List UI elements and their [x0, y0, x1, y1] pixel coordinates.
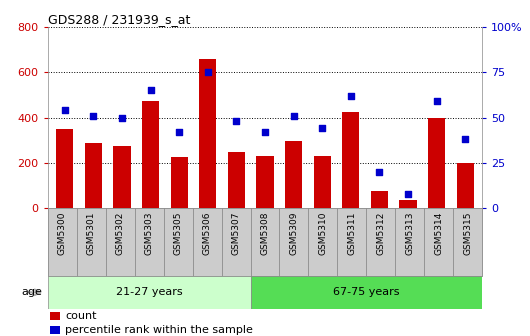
- Bar: [105, 208, 135, 276]
- Bar: [50, 326, 60, 334]
- Bar: [48, 276, 251, 309]
- Point: [461, 137, 470, 142]
- Bar: [164, 208, 192, 276]
- Bar: [192, 208, 222, 276]
- Bar: [77, 208, 105, 276]
- Bar: [338, 208, 366, 276]
- Bar: [342, 112, 359, 208]
- Text: GSM5310: GSM5310: [319, 212, 328, 255]
- Point: [175, 129, 183, 135]
- Text: GSM5306: GSM5306: [202, 212, 211, 255]
- Text: GSM5309: GSM5309: [289, 212, 298, 255]
- Point: [146, 88, 155, 93]
- Text: 21-27 years: 21-27 years: [116, 287, 182, 297]
- Bar: [314, 156, 331, 208]
- Text: GSM5314: GSM5314: [435, 212, 443, 255]
- Bar: [257, 156, 273, 208]
- Bar: [371, 191, 388, 208]
- Point: [232, 119, 241, 124]
- Text: GSM5302: GSM5302: [116, 212, 125, 255]
- Bar: [50, 312, 60, 321]
- Text: GSM5312: GSM5312: [376, 212, 385, 255]
- Bar: [142, 100, 159, 208]
- Bar: [453, 208, 482, 276]
- Text: percentile rank within the sample: percentile rank within the sample: [65, 325, 253, 335]
- Text: GDS288 / 231939_s_at: GDS288 / 231939_s_at: [48, 13, 190, 26]
- Text: GSM5300: GSM5300: [58, 212, 67, 255]
- Point: [289, 113, 298, 119]
- Bar: [279, 208, 308, 276]
- Text: GSM5313: GSM5313: [405, 212, 414, 255]
- Bar: [228, 152, 245, 208]
- Bar: [308, 208, 338, 276]
- Bar: [285, 141, 302, 208]
- Text: GSM5307: GSM5307: [232, 212, 241, 255]
- Bar: [56, 129, 74, 208]
- Text: age: age: [22, 287, 42, 297]
- Bar: [428, 118, 445, 208]
- Bar: [425, 208, 453, 276]
- Bar: [366, 208, 395, 276]
- Bar: [251, 208, 279, 276]
- Point: [375, 169, 384, 175]
- Bar: [48, 208, 482, 276]
- Point: [432, 98, 441, 104]
- Bar: [199, 59, 216, 208]
- Bar: [251, 276, 482, 309]
- Bar: [171, 157, 188, 208]
- Point: [60, 108, 69, 113]
- Bar: [48, 208, 77, 276]
- Text: GSM5301: GSM5301: [87, 212, 95, 255]
- Text: 67-75 years: 67-75 years: [333, 287, 400, 297]
- Text: GSM5305: GSM5305: [174, 212, 182, 255]
- Bar: [222, 208, 251, 276]
- Point: [347, 93, 355, 98]
- Bar: [400, 200, 417, 208]
- Text: GSM5308: GSM5308: [261, 212, 269, 255]
- Bar: [85, 142, 102, 208]
- Bar: [395, 208, 425, 276]
- Point: [89, 113, 98, 119]
- Point: [118, 115, 126, 120]
- Text: GSM5303: GSM5303: [145, 212, 154, 255]
- Bar: [456, 163, 474, 208]
- Text: GSM5311: GSM5311: [348, 212, 356, 255]
- Bar: [135, 208, 164, 276]
- Point: [404, 191, 412, 197]
- Bar: [113, 146, 130, 208]
- Point: [204, 70, 212, 75]
- Point: [318, 126, 326, 131]
- Text: GSM5315: GSM5315: [463, 212, 472, 255]
- Text: count: count: [65, 311, 96, 321]
- Point: [261, 129, 269, 135]
